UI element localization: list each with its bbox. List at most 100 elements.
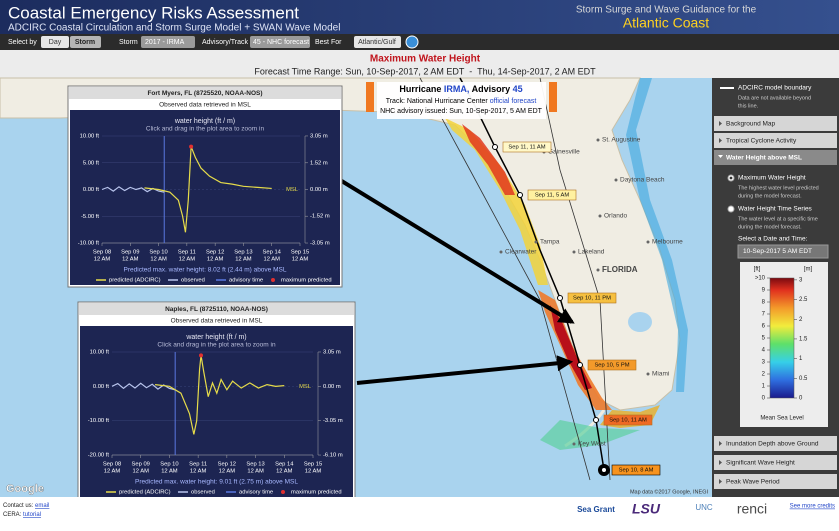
track-link[interactable]: official forecast [490, 98, 537, 105]
date-select[interactable] [737, 244, 829, 259]
city-label: FLORIDA [602, 265, 638, 274]
section-title[interactable]: Background Map [726, 121, 776, 128]
section-title[interactable]: Peak Wave Period [726, 479, 780, 486]
storm-heading-part: Advisory [472, 84, 511, 94]
info-icon[interactable] [405, 35, 419, 49]
city-dot [596, 138, 600, 142]
toolbar [0, 34, 839, 50]
x-tick-label: Sep 15 [291, 250, 309, 256]
x-tick-label: Sep 14 [275, 462, 294, 468]
x-tick-time: 12 AM [235, 257, 252, 263]
x-tick-label: Sep 13 [234, 250, 252, 256]
x-tick-label: Sep 10 [149, 250, 167, 256]
x-tick-time: 12 AM [132, 469, 149, 475]
track-label: Sep 10, 5 PM [594, 363, 629, 369]
day-button-text[interactable]: Day [49, 39, 62, 46]
colorbar-m-label: 0 [799, 396, 803, 402]
colorbar-caption: Mean Sea Level [760, 416, 803, 422]
unc-logo[interactable]: UNC [695, 503, 713, 512]
tutorial-link[interactable]: tutorial [23, 512, 41, 518]
forecast-cone [419, 77, 591, 481]
track-label-box [587, 359, 637, 371]
chart-title: water height (ft / m) [185, 334, 246, 341]
legend-label: observed [191, 490, 215, 496]
storm-select[interactable] [141, 36, 195, 48]
storm-select-text[interactable]: 2017 - IRMA [145, 39, 185, 46]
panel-text: ADCIRC model boundary [738, 85, 812, 92]
city-label: St. Augustine [602, 137, 641, 144]
x-tick-time: 12 AM [207, 257, 224, 263]
city-dot [614, 178, 618, 182]
region-text: Atlantic Coast [623, 15, 709, 31]
date-select-text[interactable]: 10-Sep-2017 5 AM EDT [743, 248, 812, 255]
legend-label: predicted (ADCIRC) [119, 490, 171, 496]
legend-swatch [271, 278, 275, 282]
section-header[interactable] [714, 474, 837, 489]
x-tick-time: 12 AM [122, 257, 139, 263]
option-desc: The water level at a specific time [738, 216, 818, 222]
email-link[interactable]: email [35, 503, 49, 509]
storm-button-text[interactable]: Storm [75, 39, 95, 46]
lsu-logo[interactable]: LSU [632, 501, 661, 517]
track-label-box [603, 414, 653, 426]
popup-header [79, 303, 354, 315]
advisory-select[interactable] [250, 36, 310, 48]
legend-label: maximum predicted [281, 278, 332, 284]
section-title[interactable]: Tropical Cyclone Activity [726, 138, 797, 145]
x-tick-time: 12 AM [219, 469, 236, 475]
section-header[interactable] [714, 436, 837, 451]
section-header[interactable] [714, 116, 837, 131]
y-tick-label: -20.00 ft [88, 453, 110, 459]
best-for-text[interactable]: Atlantic/Gulf [358, 39, 396, 46]
section-header[interactable] [714, 133, 837, 148]
section-header[interactable] [714, 150, 837, 165]
section-title[interactable]: Significant Wave Height [726, 460, 795, 467]
chart-summary: Predicted max. water height: 9.01 ft (2.… [135, 479, 298, 486]
colorbar-m-label: 0.5 [799, 376, 808, 382]
section-header[interactable] [714, 455, 837, 470]
colorbar-ft-label: >10 [755, 276, 766, 282]
chevron [719, 441, 722, 446]
radio[interactable] [727, 205, 735, 213]
x-tick-time: 12 AM [305, 469, 322, 475]
storm-button[interactable] [70, 36, 101, 48]
x-tick-time: 12 AM [161, 469, 178, 475]
colorbar-unit: [ft] [754, 267, 761, 273]
colorbar-ft-label: 1 [762, 384, 766, 390]
legend-label: maximum predicted [291, 490, 342, 496]
day-button[interactable] [41, 36, 69, 48]
section-title[interactable]: Water Height above MSL [726, 155, 802, 162]
y-tick-label: 5.00 ft [83, 160, 100, 166]
panel-note: Data are not available beyond [738, 95, 811, 101]
option-desc: during the model forecast. [738, 224, 802, 230]
credits-link[interactable]: See more credits [790, 504, 835, 510]
storm-box [377, 82, 546, 119]
chevron [718, 155, 723, 158]
track-label: Sep 11, 11 AM [508, 145, 545, 151]
max-point [189, 144, 194, 149]
x-tick-time: 12 AM [150, 257, 167, 263]
x-tick-label: Sep 08 [93, 250, 111, 256]
advisory-issued: NHC advisory issued: Sun, 10-Sep-2017, 5… [380, 108, 543, 115]
popup-header [69, 87, 341, 99]
option-title[interactable]: Maximum Water Height [738, 175, 806, 182]
storm-track-text: Track: National Hurricane Center officia… [386, 98, 537, 105]
storm-box-accent [366, 82, 374, 112]
option-title[interactable]: Water Height Time Series [738, 206, 813, 213]
title-bar [0, 50, 839, 78]
advisory-select-text[interactable]: 45 - NHC forecast [253, 39, 309, 46]
colorbar-m-label: 3 [799, 277, 803, 283]
track-point [577, 362, 583, 368]
map-attribution: Map data ©2017 Google, INEGI [630, 488, 709, 495]
sea-grant-logo[interactable]: Sea Grant [577, 505, 615, 514]
y-tick-label: 10.00 ft [80, 134, 100, 140]
city-dot [572, 250, 576, 254]
chevron [719, 479, 722, 484]
x-tick-label: Sep 12 [206, 250, 224, 256]
y2-tick-label: -6.10 m [323, 453, 343, 459]
renci-logo[interactable]: renci [737, 501, 767, 517]
section-title[interactable]: Inundation Depth above Ground [726, 441, 819, 448]
best-for-button[interactable] [354, 36, 401, 48]
